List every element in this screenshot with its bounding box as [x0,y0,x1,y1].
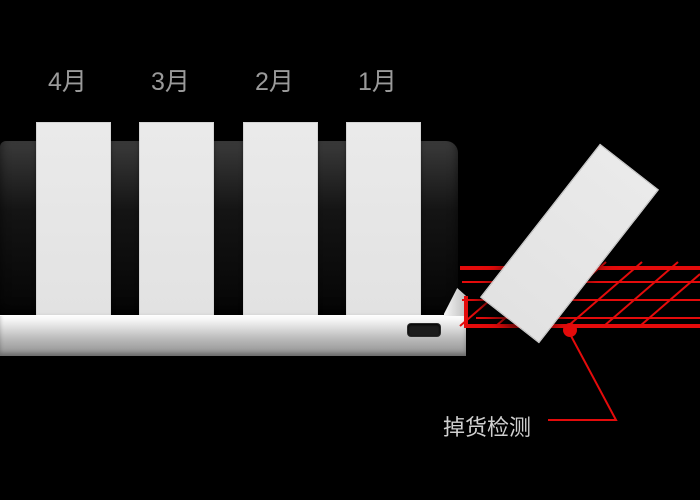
detection-callout-line [548,334,616,420]
diagram-stage: 4月 3月 2月 1月 掉货检测 [0,0,700,500]
detection-label: 掉货检测 [443,410,531,442]
detection-sensor-dot-icon [563,323,577,337]
